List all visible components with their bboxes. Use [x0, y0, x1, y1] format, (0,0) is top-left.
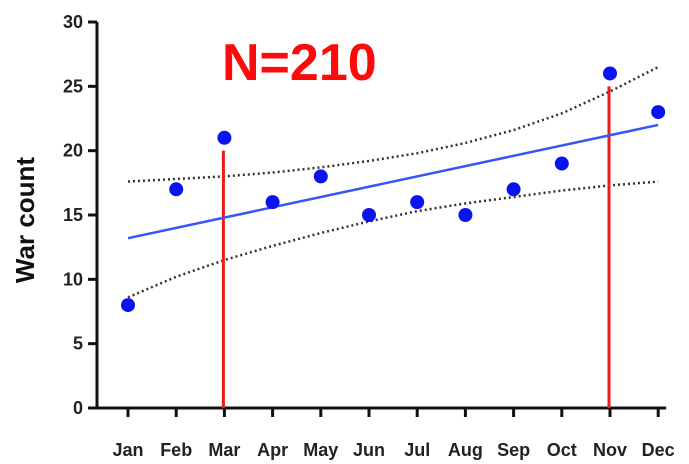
data-point [362, 208, 376, 222]
data-point [410, 195, 425, 210]
x-tick-label: Dec [642, 440, 675, 460]
confidence-band-upper [127, 65, 659, 183]
x-tick-label: Apr [257, 440, 288, 460]
x-tick-label: Jun [353, 440, 385, 460]
x-tick-label: Jul [404, 440, 430, 460]
x-tick-label: Sep [497, 440, 530, 460]
x-tick-label: May [303, 440, 338, 460]
x-tick-label: Oct [547, 440, 577, 460]
x-tick-label: Jan [112, 440, 143, 460]
sample-size-annotation: N=210 [222, 34, 377, 92]
data-point [651, 105, 666, 120]
data-points [121, 66, 666, 313]
x-tick-label: Feb [160, 440, 192, 460]
confidence-band [127, 65, 659, 299]
data-point [121, 298, 135, 313]
y-axis-label: War count [10, 157, 40, 283]
y-tick-label: 15 [63, 205, 83, 225]
regression-line-group [127, 123, 659, 240]
data-point [458, 208, 473, 222]
x-tick-label: Mar [208, 440, 240, 460]
highlight-lines [221, 86, 611, 408]
y-tick-label: 25 [63, 76, 83, 96]
data-point [169, 182, 184, 197]
data-point [554, 156, 569, 171]
data-point [313, 169, 328, 184]
data-point [603, 66, 617, 81]
y-tick-label: 10 [63, 269, 83, 289]
y-tick-label: 0 [73, 398, 83, 418]
confidence-band-lower [127, 180, 659, 299]
x-tick-label: Nov [593, 440, 627, 460]
data-point [506, 182, 521, 197]
y-tick-label: 20 [63, 141, 83, 161]
axes: 0 5 10 15 20 25 30 Jan Feb Mar Apr May Jun Jul Aug Sep O… [63, 12, 675, 460]
x-tick-label: Aug [448, 440, 483, 460]
regression-line [127, 123, 659, 240]
data-point [265, 195, 280, 210]
data-point [217, 130, 232, 145]
y-tick-label: 30 [63, 12, 83, 32]
y-tick-label: 5 [73, 334, 83, 354]
